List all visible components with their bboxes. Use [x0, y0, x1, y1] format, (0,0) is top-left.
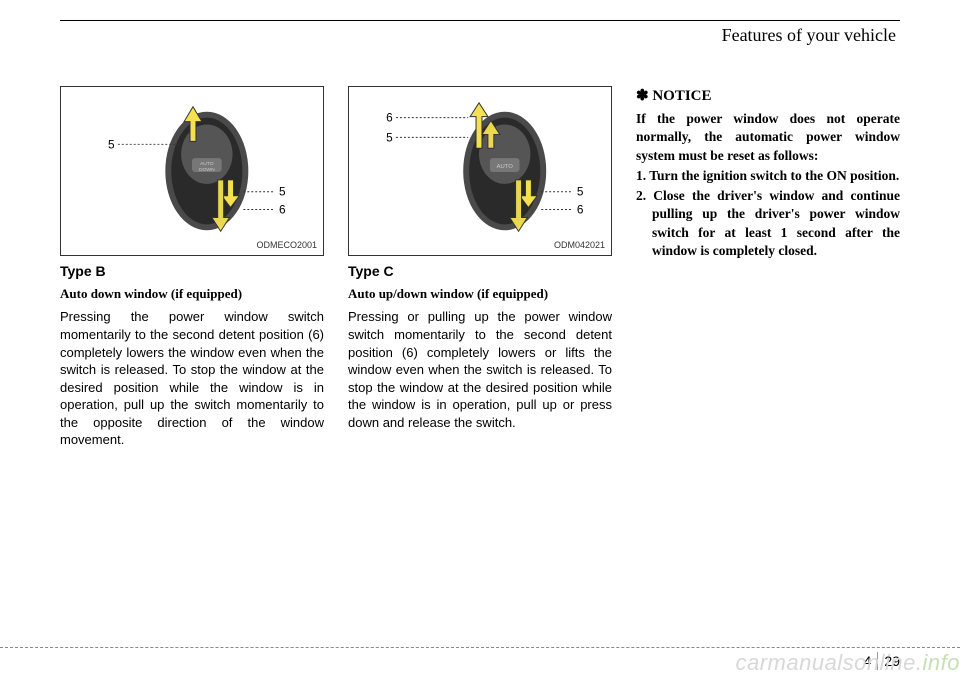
switch-type-b-illustration: AUTO DOWN 5 5 6 [61, 87, 323, 255]
column-type-b: AUTO DOWN 5 5 6 ODMECO [60, 86, 324, 449]
label-6-left: 6 [386, 111, 393, 125]
footer-rule [0, 647, 960, 648]
figure-type-b: AUTO DOWN 5 5 6 ODMECO [60, 86, 324, 256]
switch-type-c-illustration: AUTO 6 5 5 6 [349, 87, 611, 255]
figure-type-c: AUTO 6 5 5 6 [348, 86, 612, 256]
svg-text:DOWN: DOWN [199, 167, 215, 173]
type-b-label: Type B [60, 262, 324, 281]
notice-item-2: 2. Close the driver's window and continu… [636, 187, 900, 260]
column-type-c: AUTO 6 5 5 6 [348, 86, 612, 449]
notice-intro: If the power window does not operate nor… [636, 110, 900, 165]
label-5-left: 5 [386, 130, 393, 144]
svg-text:AUTO: AUTO [497, 164, 514, 170]
label-6-right: 6 [577, 202, 584, 216]
watermark-text: carmanualsonline. [735, 650, 922, 675]
type-c-body: Pressing or pulling up the power window … [348, 308, 612, 431]
label-5-right: 5 [279, 185, 286, 199]
type-c-label: Type C [348, 262, 612, 281]
type-b-subheading: Auto down window (if equipped) [60, 285, 324, 303]
watermark: carmanualsonline.info [735, 650, 960, 676]
page-header-title: Features of your vehicle [60, 25, 900, 46]
figure-ref-c: ODM042021 [554, 239, 605, 251]
label-5-right: 5 [577, 185, 584, 199]
notice-heading: ✽ NOTICE [636, 86, 900, 106]
column-notice: ✽ NOTICE If the power window does not op… [636, 86, 900, 449]
type-b-body: Pressing the power window switch momenta… [60, 308, 324, 448]
label-6-right: 6 [279, 202, 286, 216]
notice-item-1: 1. Turn the ignition switch to the ON po… [636, 167, 900, 185]
figure-ref-b: ODMECO2001 [256, 239, 317, 251]
label-5-left: 5 [108, 137, 115, 151]
svg-text:AUTO: AUTO [200, 161, 214, 167]
watermark-info: info [923, 650, 960, 675]
type-c-subheading: Auto up/down window (if equipped) [348, 285, 612, 303]
